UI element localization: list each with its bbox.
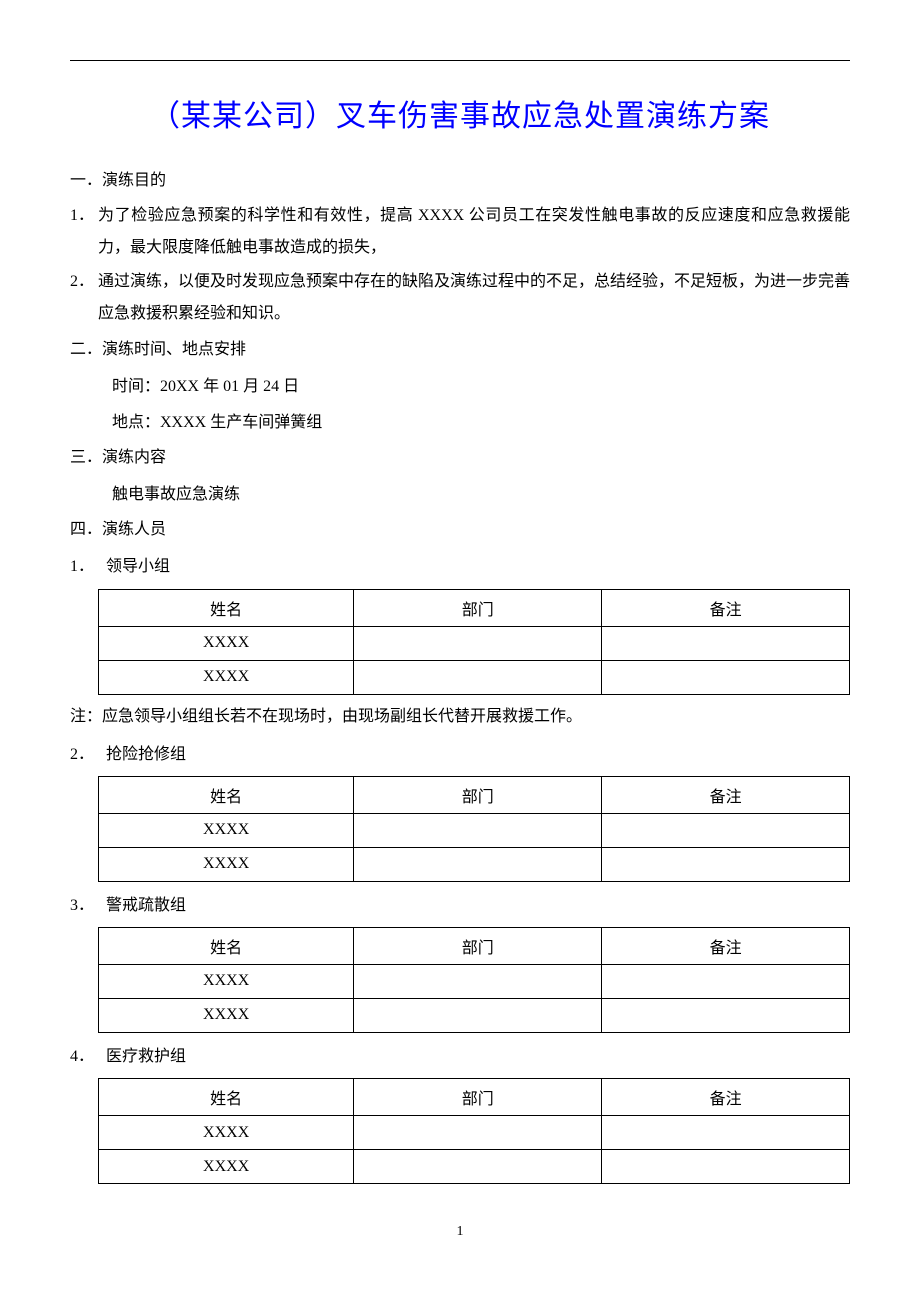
cell-note — [602, 998, 850, 1032]
group-number: 2． — [70, 737, 106, 772]
cell-note — [602, 813, 850, 847]
table-row: XXXX — [99, 998, 850, 1032]
cell-dept — [354, 998, 602, 1032]
cell-dept — [354, 964, 602, 998]
col-note-header: 备注 — [602, 927, 850, 964]
group-2-heading: 2． 抢险抢修组 — [70, 737, 850, 772]
group-2-table: 姓名 部门 备注 XXXX XXXX — [98, 776, 850, 882]
cell-note — [602, 660, 850, 694]
top-rule — [70, 60, 850, 61]
cell-note — [602, 1116, 850, 1150]
col-name-header: 姓名 — [99, 589, 354, 626]
table-row: XXXX — [99, 626, 850, 660]
group-number: 4． — [70, 1039, 106, 1074]
section-3-heading: 三．演练内容 — [70, 440, 850, 475]
group-number: 3． — [70, 888, 106, 923]
group-3-table: 姓名 部门 备注 XXXX XXXX — [98, 927, 850, 1033]
cell-name: XXXX — [99, 964, 354, 998]
col-note-header: 备注 — [602, 776, 850, 813]
cell-name: XXXX — [99, 1116, 354, 1150]
table-header-row: 姓名 部门 备注 — [99, 776, 850, 813]
col-dept-header: 部门 — [354, 1079, 602, 1116]
cell-name: XXXX — [99, 847, 354, 881]
group-label: 领导小组 — [106, 549, 170, 584]
table-row: XXXX — [99, 813, 850, 847]
cell-note — [602, 847, 850, 881]
col-dept-header: 部门 — [354, 589, 602, 626]
group-1-footnote: 注：应急领导小组组长若不在现场时，由现场副组长代替开展救援工作。 — [70, 701, 850, 733]
group-1-heading: 1． 领导小组 — [70, 549, 850, 584]
cell-note — [602, 626, 850, 660]
group-label: 抢险抢修组 — [106, 737, 186, 772]
cell-dept — [354, 660, 602, 694]
col-name-header: 姓名 — [99, 776, 354, 813]
cell-note — [602, 1150, 850, 1184]
table-row: XXXX — [99, 964, 850, 998]
cell-name: XXXX — [99, 813, 354, 847]
item-text: 通过演练，以便及时发现应急预案中存在的缺陷及演练过程中的不足，总结经验，不足短板… — [98, 266, 850, 330]
table-header-row: 姓名 部门 备注 — [99, 589, 850, 626]
cell-name: XXXX — [99, 1150, 354, 1184]
group-number: 1． — [70, 549, 106, 584]
group-label: 警戒疏散组 — [106, 888, 186, 923]
item-number: 2． — [70, 266, 98, 330]
cell-name: XXXX — [99, 626, 354, 660]
cell-name: XXXX — [99, 998, 354, 1032]
cell-name: XXXX — [99, 660, 354, 694]
col-dept-header: 部门 — [354, 776, 602, 813]
col-name-header: 姓名 — [99, 1079, 354, 1116]
col-note-header: 备注 — [602, 1079, 850, 1116]
col-dept-header: 部门 — [354, 927, 602, 964]
section-4-heading: 四．演练人员 — [70, 512, 850, 547]
schedule-location: 地点：XXXX 生产车间弹簧组 — [70, 405, 850, 440]
table-row: XXXX — [99, 1150, 850, 1184]
group-1-table: 姓名 部门 备注 XXXX XXXX — [98, 589, 850, 695]
section-1-heading: 一．演练目的 — [70, 163, 850, 198]
table-header-row: 姓名 部门 备注 — [99, 927, 850, 964]
document-title: （某某公司）叉车伤害事故应急处置演练方案 — [70, 91, 850, 135]
cell-dept — [354, 847, 602, 881]
table-header-row: 姓名 部门 备注 — [99, 1079, 850, 1116]
col-name-header: 姓名 — [99, 927, 354, 964]
drill-content: 触电事故应急演练 — [70, 477, 850, 512]
table-row: XXXX — [99, 847, 850, 881]
table-row: XXXX — [99, 660, 850, 694]
section-1-item-1: 1． 为了检验应急预案的科学性和有效性，提高 XXXX 公司员工在突发性触电事故… — [70, 200, 850, 264]
item-number: 1． — [70, 200, 98, 264]
cell-note — [602, 964, 850, 998]
group-4-table: 姓名 部门 备注 XXXX XXXX — [98, 1078, 850, 1184]
cell-dept — [354, 1116, 602, 1150]
schedule-time: 时间：20XX 年 01 月 24 日 — [70, 369, 850, 404]
table-row: XXXX — [99, 1116, 850, 1150]
item-text: 为了检验应急预案的科学性和有效性，提高 XXXX 公司员工在突发性触电事故的反应… — [98, 200, 850, 264]
page-number: 1 — [70, 1224, 850, 1240]
group-3-heading: 3． 警戒疏散组 — [70, 888, 850, 923]
section-1-item-2: 2． 通过演练，以便及时发现应急预案中存在的缺陷及演练过程中的不足，总结经验，不… — [70, 266, 850, 330]
cell-dept — [354, 626, 602, 660]
group-label: 医疗救护组 — [106, 1039, 186, 1074]
cell-dept — [354, 1150, 602, 1184]
col-note-header: 备注 — [602, 589, 850, 626]
cell-dept — [354, 813, 602, 847]
section-2-heading: 二．演练时间、地点安排 — [70, 332, 850, 367]
group-4-heading: 4． 医疗救护组 — [70, 1039, 850, 1074]
